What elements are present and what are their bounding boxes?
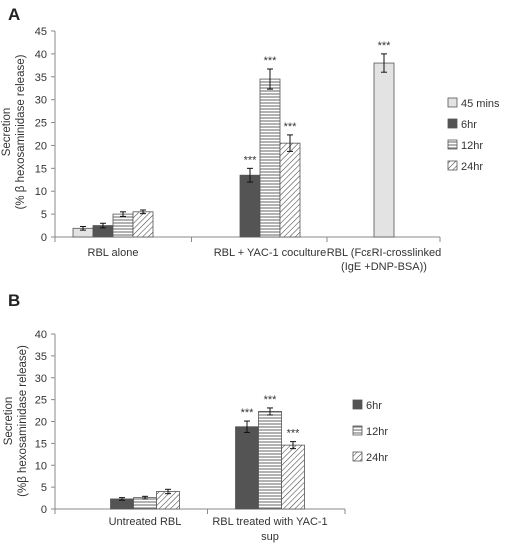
legend-swatch: [352, 425, 363, 436]
category-label: (IgE +DNP-BSA)): [341, 261, 427, 273]
bar-45-mins: [373, 62, 395, 238]
significance-label: ***: [241, 407, 255, 419]
legend-label: 12hr: [461, 140, 483, 152]
chart-b: 0 5 10 15 20 25 30 35 40 Untreated RBL RBL treated…: [3, 329, 388, 543]
y-axis-label: (% β hexosaminidase release): [15, 54, 27, 209]
category-label: RBL (FcεRI-crosslinked: [327, 247, 442, 259]
legend-label: 12hr: [366, 426, 388, 438]
panel-label-a: A: [8, 5, 20, 24]
legend-swatch: [447, 118, 458, 129]
significance-label: ***: [264, 394, 278, 406]
bar-12hr: [259, 78, 281, 238]
legend-label: 45 mins: [461, 98, 500, 110]
significance-label: ***: [287, 428, 301, 440]
y-tick-label: 15: [35, 438, 47, 450]
legend-label: 6hr: [366, 400, 382, 412]
y-tick-label: 10: [35, 460, 47, 472]
chart-a: 0 5 10 15 20 25 30 35 40 45 RBL alone RBL + YAC-1 c…: [1, 26, 500, 273]
significance-label: ***: [264, 55, 278, 67]
category-label: RBL + YAC-1 coculture: [214, 247, 327, 259]
y-tick-label: 5: [41, 482, 47, 494]
category-label: RBL alone: [88, 247, 139, 259]
y-axis-label: Secretion: [3, 397, 15, 446]
significance-label: ***: [378, 40, 392, 52]
category-label: sup: [261, 531, 279, 543]
y-tick-label: 0: [41, 232, 47, 244]
bar-12hr: [258, 411, 282, 510]
y-tick-label: 30: [35, 95, 47, 107]
y-tick-label: 45: [35, 26, 47, 38]
y-tick-label: 40: [35, 329, 47, 341]
y-tick-label: 35: [35, 351, 47, 363]
significance-label: ***: [244, 154, 258, 166]
category-label: Untreated RBL: [109, 516, 182, 528]
y-tick-label: 0: [41, 504, 47, 516]
y-tick-label: 15: [35, 163, 47, 175]
bar-6hr: [235, 426, 259, 510]
bar-12hr: [112, 213, 134, 238]
legend-swatch: [447, 139, 458, 150]
y-axis-label: (%β hexosaminidase release): [17, 345, 29, 497]
y-tick-label: 5: [41, 209, 47, 221]
bar-24hr: [281, 444, 305, 510]
legend-swatch: [352, 451, 363, 462]
legend-label: 24hr: [461, 161, 483, 173]
y-tick-label: 20: [35, 140, 47, 152]
y-tick-label: 25: [35, 395, 47, 407]
y-tick-label: 10: [35, 186, 47, 198]
y-tick-label: 40: [35, 49, 47, 61]
legend-swatch: [352, 399, 363, 410]
bar-24hr: [132, 211, 154, 238]
legend-swatch: [447, 160, 458, 171]
category-label: RBL treated with YAC-1: [212, 516, 327, 528]
y-axis-label: Secretion: [1, 108, 13, 157]
panel-label-b: B: [8, 291, 20, 310]
legend-label: 24hr: [366, 452, 388, 464]
y-tick-label: 25: [35, 118, 47, 130]
y-tick-label: 35: [35, 72, 47, 84]
legend-swatch: [447, 97, 458, 108]
significance-label: ***: [284, 121, 298, 133]
y-tick-label: 20: [35, 417, 47, 429]
bar-6hr: [239, 174, 261, 238]
y-tick-label: 30: [35, 373, 47, 385]
legend-label: 6hr: [461, 119, 477, 131]
bar-24hr: [279, 142, 301, 238]
